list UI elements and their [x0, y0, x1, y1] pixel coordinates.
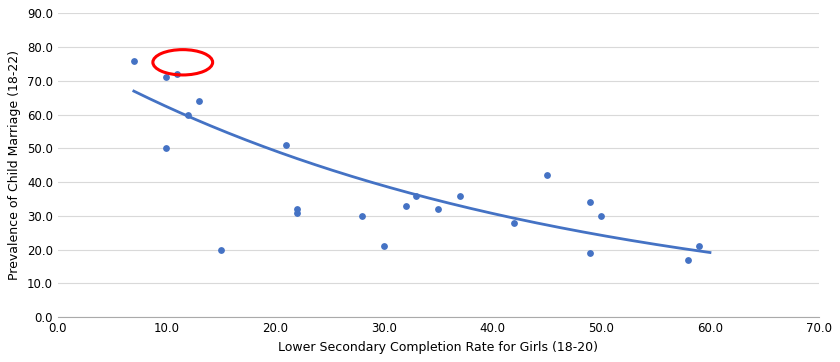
Point [171, 71, 184, 77]
Point [127, 58, 140, 63]
Point [290, 206, 303, 212]
Point [584, 199, 597, 205]
Point [507, 220, 521, 226]
Point [410, 193, 423, 199]
Point [432, 206, 445, 212]
Point [584, 250, 597, 256]
Point [280, 142, 293, 148]
Point [160, 75, 173, 80]
Point [181, 112, 195, 118]
Point [681, 257, 695, 263]
Point [377, 243, 391, 249]
Y-axis label: Prevalence of Child Marriage (18-22): Prevalence of Child Marriage (18-22) [8, 50, 21, 280]
Point [540, 173, 554, 178]
Point [399, 203, 412, 209]
Point [160, 146, 173, 151]
Point [454, 193, 467, 199]
Point [595, 213, 608, 219]
Point [290, 210, 303, 215]
Point [192, 98, 206, 104]
Point [214, 247, 228, 253]
X-axis label: Lower Secondary Completion Rate for Girls (18-20): Lower Secondary Completion Rate for Girl… [278, 341, 598, 354]
Point [355, 213, 369, 219]
Point [692, 243, 706, 249]
